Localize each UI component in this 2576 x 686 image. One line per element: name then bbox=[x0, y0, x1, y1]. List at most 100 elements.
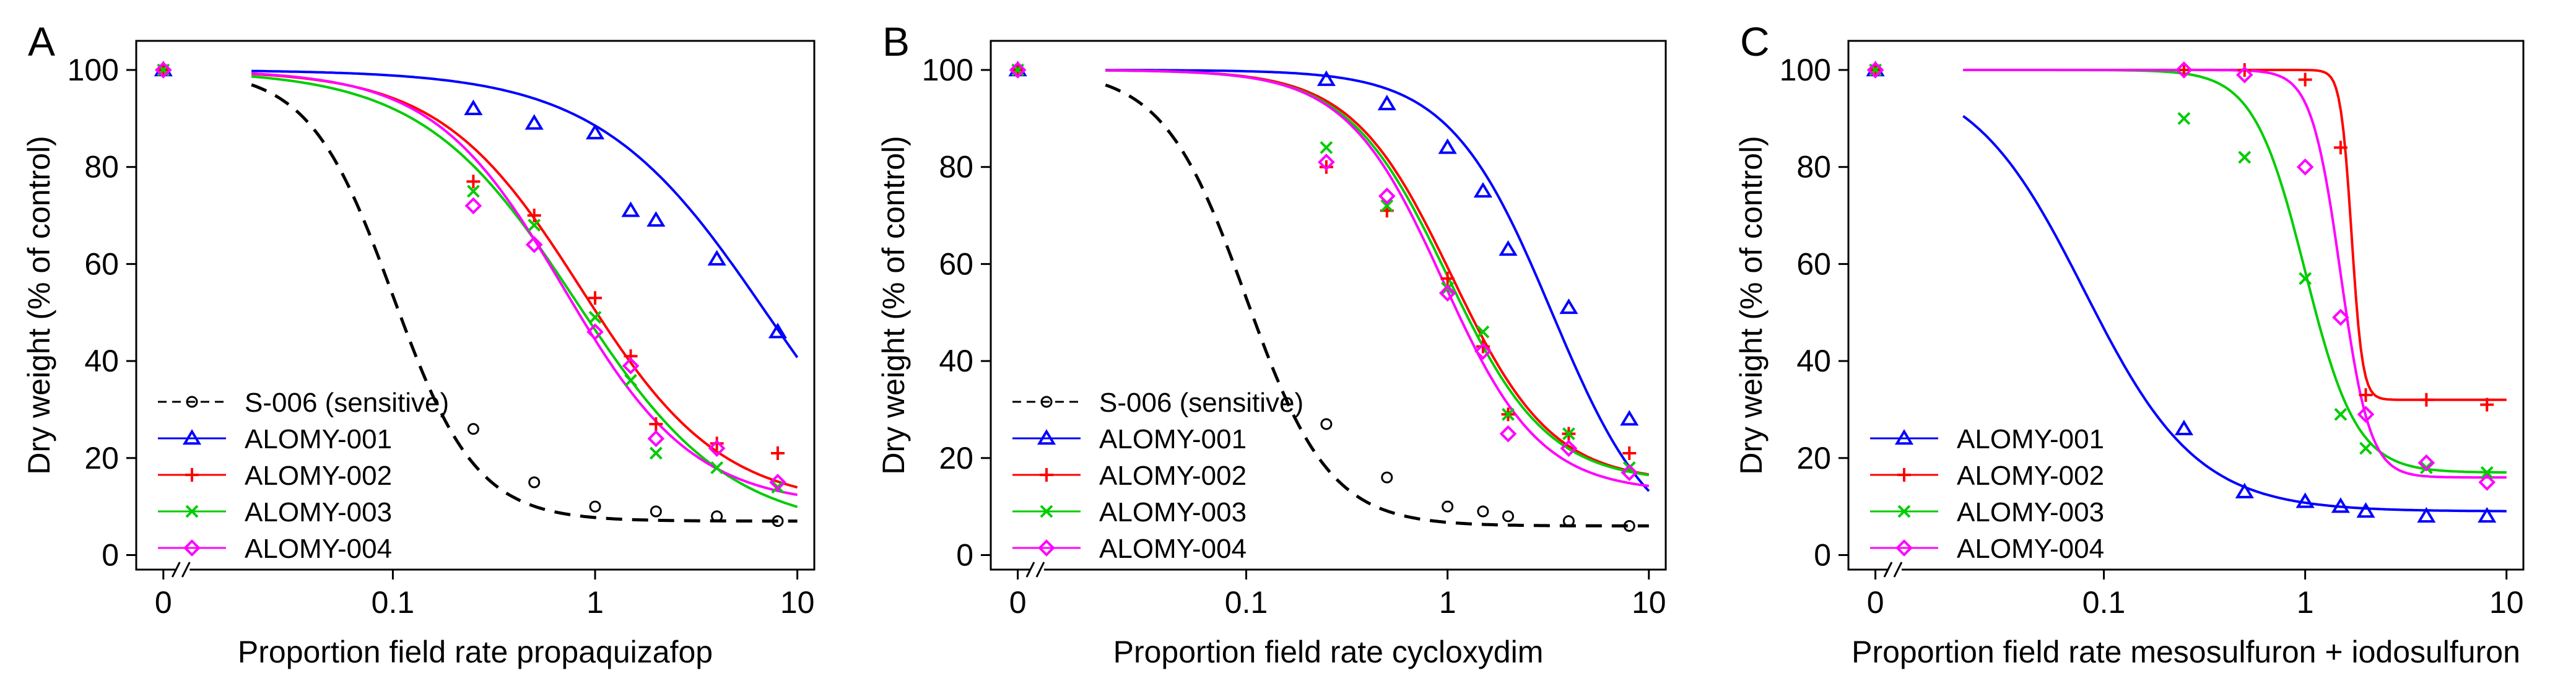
axis-break-mark bbox=[171, 562, 181, 578]
legend-label-alomy-002: ALOMY-002 bbox=[1099, 461, 1247, 491]
legend-label-alomy-002: ALOMY-002 bbox=[1957, 461, 2104, 491]
data-point-alomy-001 bbox=[768, 323, 788, 339]
data-point-alomy-004 bbox=[1499, 425, 1517, 443]
data-point-s-006-sensitive bbox=[1320, 418, 1333, 430]
panel-letter: C bbox=[1740, 19, 1770, 64]
data-point-alomy-002 bbox=[710, 436, 724, 451]
fit-curve-alomy-004 bbox=[251, 72, 798, 497]
data-point-alomy-003 bbox=[528, 219, 541, 232]
legend-label-alomy-004: ALOMY-004 bbox=[1957, 534, 2104, 564]
data-point-alomy-004 bbox=[2235, 66, 2253, 84]
data-point-alomy-001 bbox=[2174, 419, 2193, 436]
data-point-alomy-004 bbox=[2175, 61, 2193, 79]
x-tick-label: 10 bbox=[780, 585, 815, 620]
legend-marker-alomy-001 bbox=[1037, 429, 1056, 445]
x-tick-label: 1 bbox=[586, 585, 604, 620]
x-axis-title: Proportion field rate cycloxydim bbox=[1113, 635, 1544, 669]
data-point-alomy-003 bbox=[1476, 325, 1490, 339]
legend-label-alomy-001: ALOMY-001 bbox=[245, 424, 392, 454]
x-tick-label: 0.1 bbox=[1225, 585, 1268, 620]
y-tick-label: 60 bbox=[939, 246, 973, 281]
data-point-alomy-003 bbox=[2419, 461, 2433, 474]
chart-panel-a: A 0 20 40 60 80 100 0 0.1 1 10 Proportion field rat… bbox=[22, 19, 816, 669]
plot-frame bbox=[1847, 40, 2525, 571]
data-point-alomy-004 bbox=[1378, 187, 1396, 205]
data-point-alomy-001 bbox=[2235, 482, 2254, 498]
data-point-alomy-003 bbox=[1562, 427, 1575, 441]
legend-label-s-006-sensitive: S-006 (sensitive) bbox=[1099, 388, 1303, 418]
y-tick-label: 0 bbox=[1814, 537, 1831, 572]
y-tick-label: 80 bbox=[1796, 150, 1831, 185]
data-point-alomy-003 bbox=[588, 311, 602, 324]
data-point-alomy-001 bbox=[2478, 506, 2497, 523]
legend-marker-s-006-sensitive bbox=[1040, 396, 1053, 408]
data-point-alomy-003 bbox=[710, 461, 724, 474]
x-axis-title: Proportion field rate mesosulfuron + iod… bbox=[1852, 635, 2520, 669]
y-tick-label: 100 bbox=[922, 53, 973, 87]
panel-letter: A bbox=[28, 19, 55, 64]
legend-label-alomy-003: ALOMY-003 bbox=[1099, 497, 1247, 528]
y-tick-label: 100 bbox=[67, 53, 119, 87]
data-point-alomy-004 bbox=[1438, 284, 1456, 302]
axis-break-mark bbox=[1893, 562, 1903, 578]
legend-marker-alomy-002 bbox=[1897, 468, 1911, 482]
fit-curve-alomy-003 bbox=[1963, 69, 2507, 474]
data-point-alomy-001 bbox=[585, 123, 605, 140]
legend-marker-alomy-004 bbox=[183, 539, 201, 557]
data-point-alomy-002 bbox=[770, 446, 785, 460]
data-point-alomy-001 bbox=[1499, 240, 1518, 256]
x-tick-label: 10 bbox=[1632, 585, 1666, 620]
legend-label-alomy-003: ALOMY-003 bbox=[245, 497, 392, 528]
data-point-alomy-003 bbox=[2299, 272, 2312, 285]
data-point-alomy-002 bbox=[1476, 339, 1490, 354]
data-point-alomy-001 bbox=[464, 99, 483, 115]
y-tick-label: 80 bbox=[939, 150, 973, 185]
y-tick-label: 40 bbox=[939, 344, 973, 378]
data-point-s-006-sensitive bbox=[650, 505, 662, 518]
legend-marker-alomy-003 bbox=[1897, 505, 1911, 518]
axis-break-mark bbox=[1035, 562, 1045, 578]
legend-marker-alomy-003 bbox=[1040, 505, 1053, 518]
x-tick-label: 10 bbox=[2489, 585, 2524, 620]
data-point-alomy-002 bbox=[588, 291, 603, 305]
data-point-alomy-001 bbox=[1620, 410, 1639, 426]
legend-label-alomy-004: ALOMY-004 bbox=[1099, 534, 1247, 564]
legend-label-s-006-sensitive: S-006 (sensitive) bbox=[245, 388, 449, 418]
data-point-alomy-002 bbox=[466, 175, 481, 189]
legend-marker-alomy-002 bbox=[185, 468, 199, 482]
data-point-alomy-001 bbox=[1559, 298, 1578, 315]
legend-label-alomy-001: ALOMY-001 bbox=[1099, 424, 1247, 454]
panel-letter: B bbox=[882, 19, 910, 64]
x-tick-label: 0 bbox=[155, 585, 172, 620]
x-axis-title: Proportion field rate propaquizafop bbox=[238, 635, 713, 669]
fit-curve-s-006-sensitive bbox=[251, 83, 798, 523]
y-tick-label: 60 bbox=[1796, 246, 1831, 281]
data-point-alomy-003 bbox=[1622, 461, 1636, 474]
control-point-alomy-004 bbox=[154, 61, 172, 79]
y-tick-label: 20 bbox=[939, 441, 973, 475]
data-point-alomy-004 bbox=[586, 323, 604, 341]
x-tick-label: 1 bbox=[1439, 585, 1456, 620]
data-point-alomy-003 bbox=[1320, 141, 1333, 154]
data-point-alomy-002 bbox=[2359, 388, 2373, 402]
axis-break-mark bbox=[1025, 562, 1035, 578]
data-point-alomy-002 bbox=[2333, 141, 2348, 155]
data-point-alomy-002 bbox=[2419, 393, 2434, 407]
data-point-alomy-003 bbox=[2480, 466, 2494, 479]
data-point-alomy-004 bbox=[464, 197, 482, 215]
data-point-alomy-004 bbox=[1474, 342, 1492, 360]
data-point-alomy-001 bbox=[707, 250, 726, 266]
legend-marker-alomy-004 bbox=[1895, 539, 1913, 557]
data-point-alomy-003 bbox=[2359, 441, 2372, 455]
data-point-alomy-002 bbox=[624, 349, 638, 363]
x-tick-label: 0 bbox=[1867, 585, 1884, 620]
data-point-alomy-004 bbox=[1621, 464, 1638, 482]
fit-curve-s-006-sensitive bbox=[1105, 83, 1649, 528]
legend-label-alomy-002: ALOMY-002 bbox=[245, 461, 392, 491]
data-point-alomy-001 bbox=[2331, 497, 2350, 513]
data-point-alomy-003 bbox=[466, 185, 480, 198]
data-point-alomy-002 bbox=[527, 209, 541, 223]
legend-label-alomy-004: ALOMY-004 bbox=[245, 534, 392, 564]
data-point-alomy-002 bbox=[2177, 63, 2191, 77]
data-point-alomy-003 bbox=[2238, 150, 2252, 164]
